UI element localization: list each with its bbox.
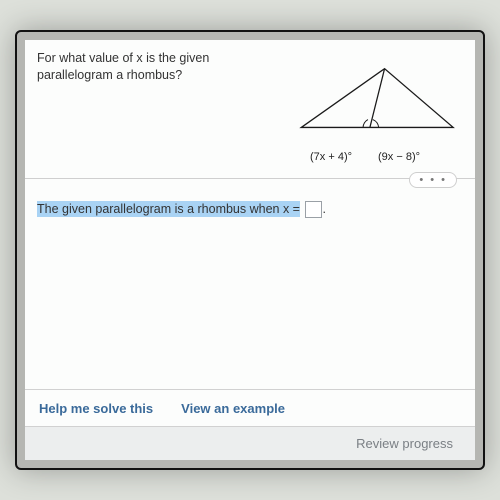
angle-labels: (7x + 4)° (9x − 8)° [267,151,463,163]
angle-right-label: (9x − 8)° [378,151,420,163]
angle-arc-left [363,120,368,128]
review-progress-button[interactable]: Review progress [348,432,461,455]
more-options-button[interactable]: • • • [409,172,457,188]
answer-input[interactable] [305,201,322,218]
answer-suffix: . [322,202,325,216]
action-bar: Help me solve this View an example [25,389,475,426]
angle-arc-right [373,120,379,128]
angle-left-label: (7x + 4)° [310,151,352,163]
monitor-frame: For what value of x is the given paralle… [15,30,485,470]
answer-prefix: The given parallelogram is a rhombus whe… [37,201,300,217]
question-prompt: For what value of x is the given paralle… [37,50,267,150]
parallelogram-svg [267,50,463,150]
answer-line: The given parallelogram is a rhombus whe… [37,201,463,218]
help-solve-link[interactable]: Help me solve this [39,401,153,416]
parallelogram-figure: (7x + 4)° (9x − 8)° [267,50,463,150]
divider [25,178,475,179]
footer-bar: Review progress [25,426,475,460]
view-example-link[interactable]: View an example [181,401,285,416]
question-row: For what value of x is the given paralle… [25,40,475,156]
question-panel: For what value of x is the given paralle… [25,40,475,460]
